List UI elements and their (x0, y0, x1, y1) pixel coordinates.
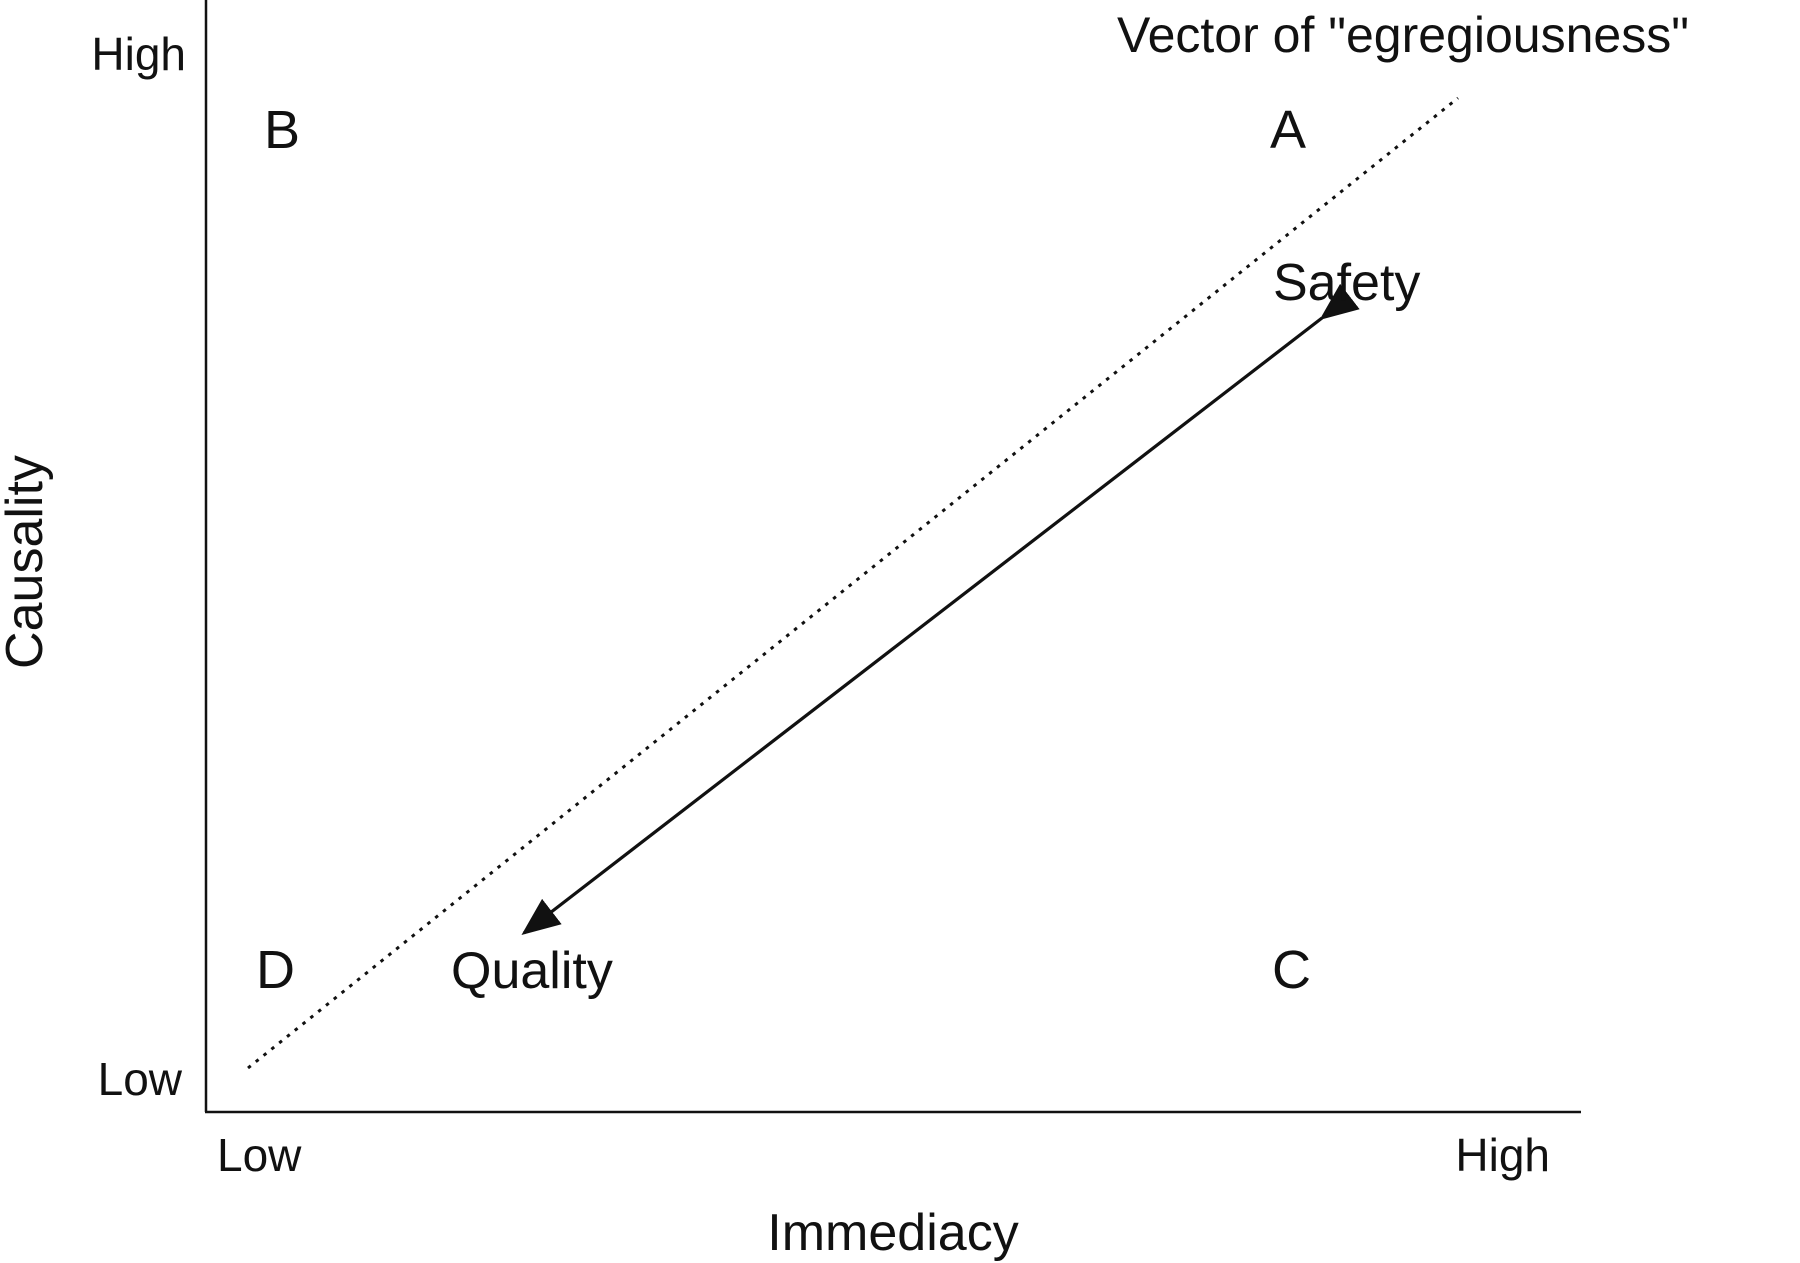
quadrant-label-c: C (1272, 940, 1311, 1000)
egregiousness-vector-label: Vector of "egregiousness" (1117, 7, 1689, 63)
y-axis-high-label: High (91, 28, 186, 80)
safety-label: Safety (1273, 254, 1420, 312)
quadrant-label-b: B (264, 100, 300, 160)
x-axis-title: Immediacy (767, 1204, 1018, 1262)
y-axis-title: Causality (0, 455, 54, 669)
safety-quality-arrow (521, 283, 1360, 935)
quadrant-label-d: D (256, 940, 295, 1000)
egregiousness-vector-line (247, 96, 1459, 1070)
quadrant-label-a: A (1270, 100, 1306, 160)
x-axis-high-label: High (1455, 1129, 1550, 1181)
x-axis-low-label: Low (217, 1129, 302, 1181)
y-axis-low-label: Low (98, 1053, 183, 1105)
quality-label: Quality (451, 942, 613, 1000)
